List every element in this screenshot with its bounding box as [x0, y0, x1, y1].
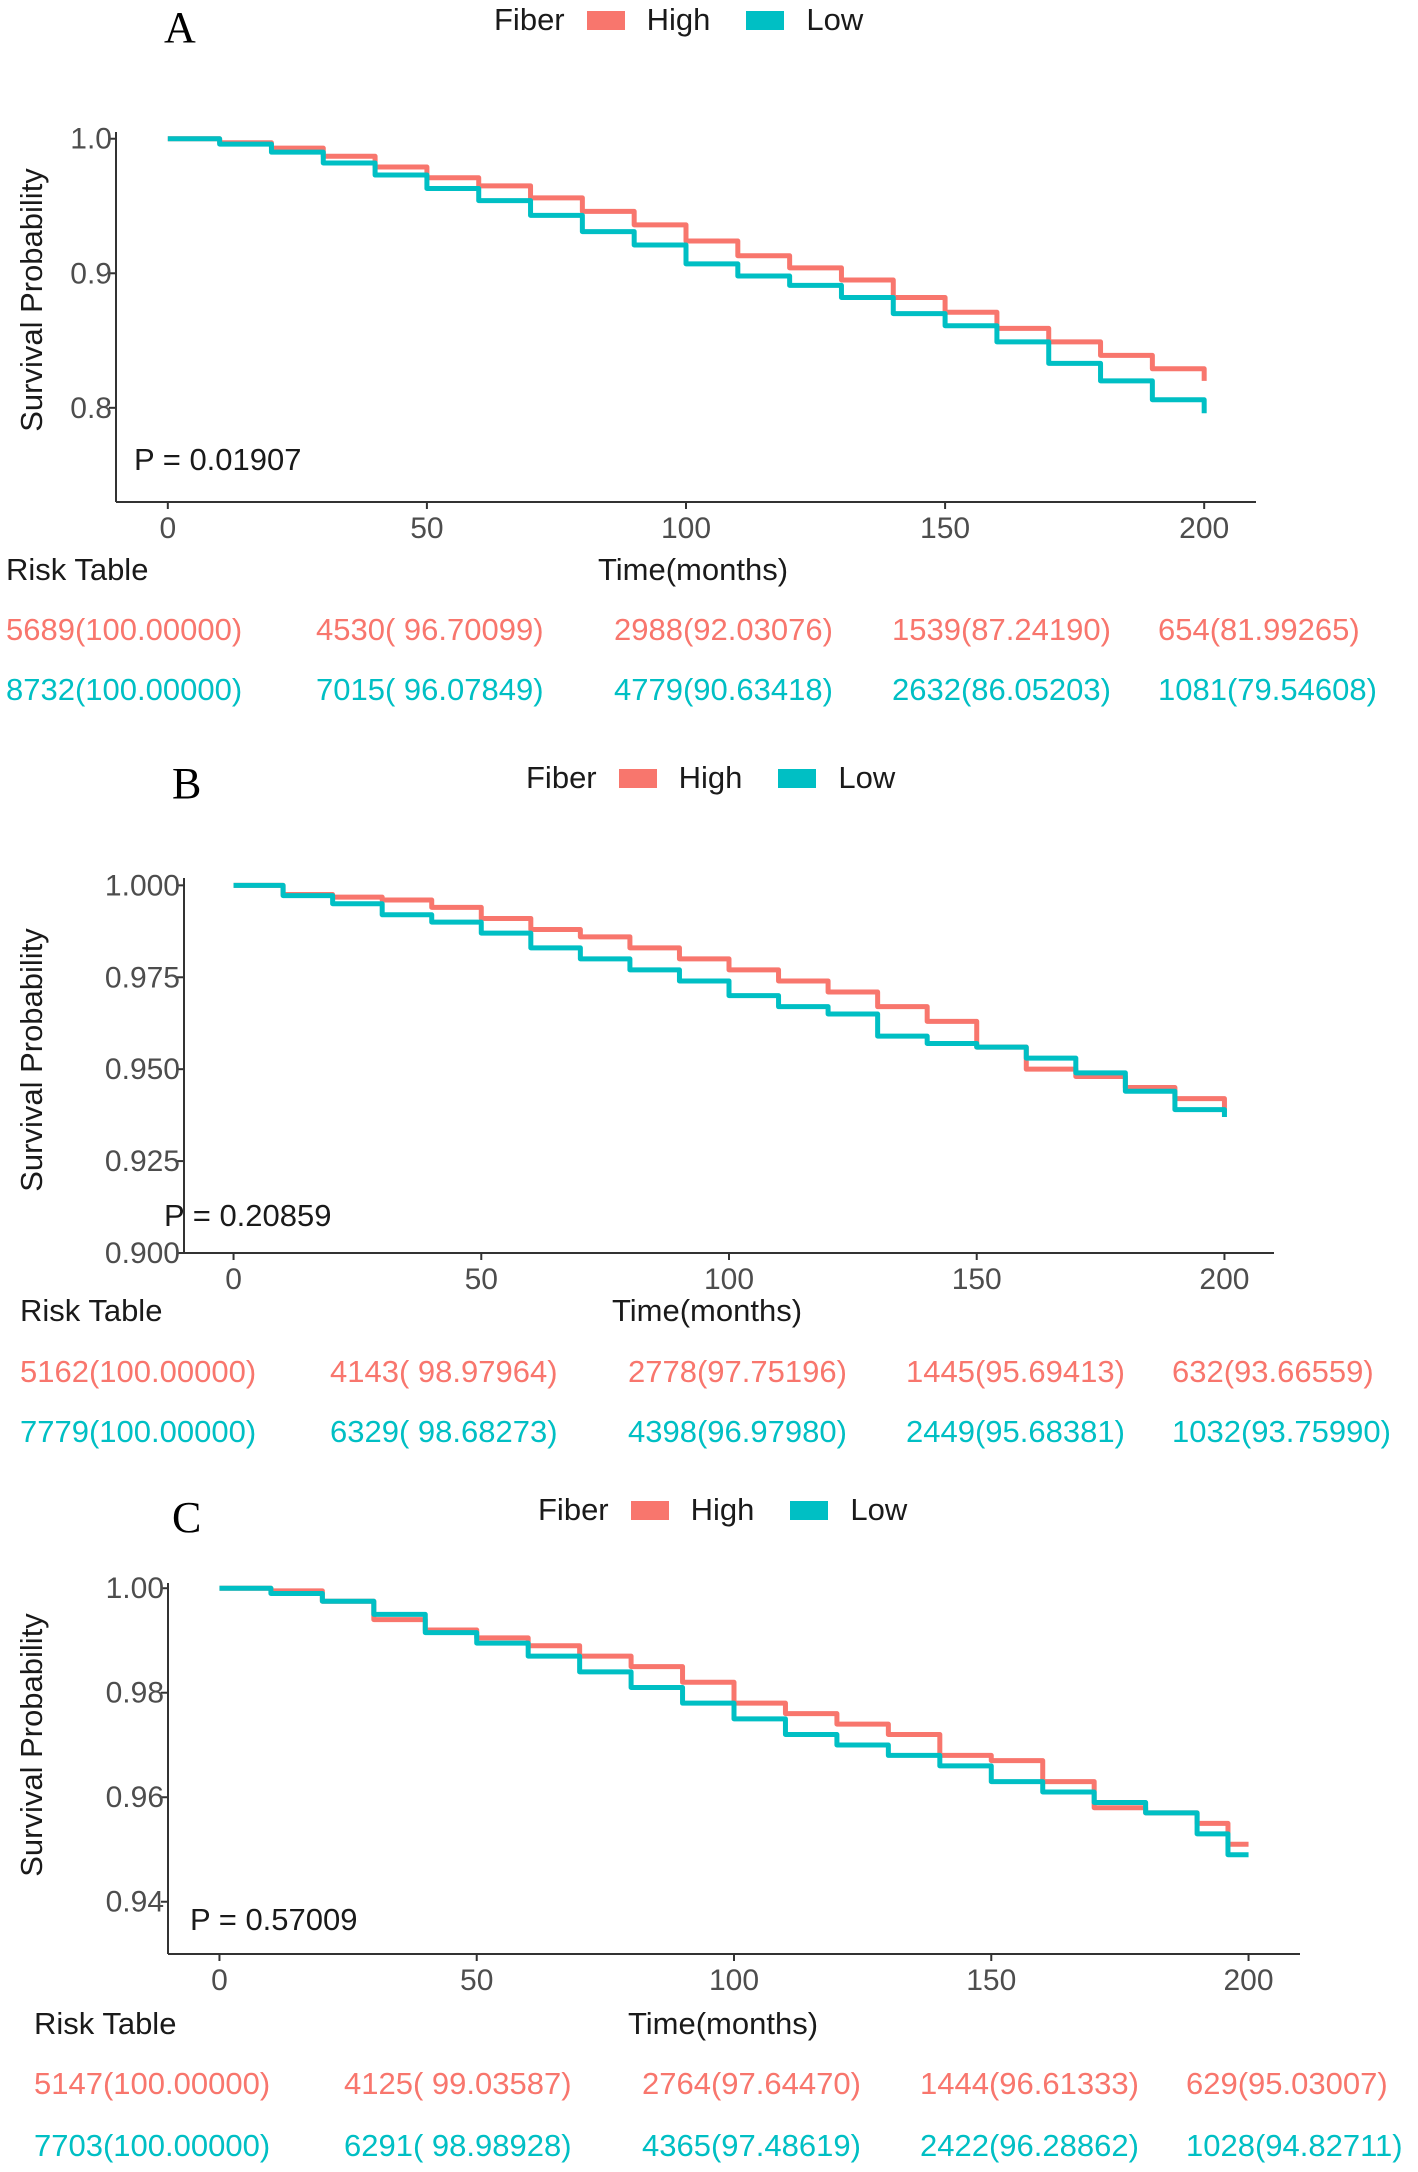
risk-cell-high: 2778(97.75196): [628, 1354, 847, 1389]
x-axis-title: Time(months): [628, 2006, 819, 2041]
y-tick-label: 0.94: [106, 1886, 164, 1919]
risk-cell-low: 7703(100.00000): [34, 2128, 271, 2163]
risk-cell-high: 2988(92.03076): [614, 612, 833, 647]
survival-curve-low: [219, 1585, 1249, 1858]
risk-cell-low: 1028(94.82711): [1186, 2128, 1403, 2163]
y-tick-label: 0.950: [105, 1053, 180, 1086]
risk-cell-low: 2632(86.05203): [892, 672, 1111, 707]
legend-key-high: [618, 768, 657, 788]
y-tick-label: 0.925: [105, 1145, 180, 1178]
x-axis-title: Time(months): [612, 1293, 803, 1328]
x-tick-label: 200: [1199, 1263, 1249, 1296]
legend-key-low: [790, 1500, 829, 1520]
legend-label-high: High: [678, 760, 743, 795]
risk-cell-high: 5162(100.00000): [20, 1354, 257, 1389]
legend-key-high: [586, 10, 625, 30]
risk-cell-low: 2422(96.28862): [920, 2128, 1139, 2163]
legend-label-high: High: [690, 1492, 755, 1527]
risk-cell-low: 4779(90.63418): [614, 672, 833, 707]
x-tick-label: 50: [465, 1263, 498, 1296]
risk-cell-high: 629(95.03007): [1186, 2066, 1388, 2101]
y-tick-label: 1.000: [105, 869, 180, 902]
risk-cell-high: 1444(96.61333): [920, 2066, 1139, 2101]
x-tick-label: 0: [159, 512, 176, 545]
legend-title: Fiber: [494, 2, 565, 37]
x-axis-title: Time(months): [598, 552, 789, 587]
legend: Fiber High Low: [526, 760, 931, 796]
risk-cell-low: 1081(79.54608): [1158, 672, 1377, 707]
x-tick-label: 150: [920, 512, 970, 545]
x-tick-label: 50: [410, 512, 443, 545]
risk-cell-low: 1032(93.75990): [1172, 1414, 1391, 1449]
panel-letter: A: [164, 3, 196, 52]
km-plot-c: 0.94 0.96 0.98 1.00 0 50 100 150 200 Survival Pro…: [14, 1572, 1300, 1997]
risk-cell-low: 7015( 96.07849): [316, 672, 544, 707]
survival-curve-low: [167, 136, 1207, 414]
x-tick-label: 150: [952, 1263, 1002, 1296]
risk-cell-high: 4143( 98.97964): [330, 1354, 558, 1389]
y-tick-label: 0.96: [106, 1781, 164, 1814]
x-tick-label: 0: [211, 1964, 228, 1997]
risk-cell-low: 4398(96.97980): [628, 1414, 847, 1449]
risk-cell-high: 2764(97.64470): [642, 2066, 861, 2101]
p-value: P = 0.01907: [134, 442, 302, 477]
panel-letter: B: [172, 759, 202, 808]
risk-cell-high: 5689(100.00000): [6, 612, 243, 647]
survival-curve-high: [167, 136, 1207, 381]
x-tick-label: 50: [460, 1964, 493, 1997]
km-plot-a: 0.8 0.9 1.0 0 50 100 150 200 Survival Probabilit…: [14, 123, 1256, 545]
legend-title: Fiber: [538, 1492, 609, 1527]
y-axis-title: Survival Probability: [14, 928, 49, 1192]
risk-table-title: Risk Table: [20, 1293, 163, 1328]
x-tick-label: 100: [704, 1263, 754, 1296]
legend-label-low: Low: [850, 1492, 908, 1527]
risk-cell-high: 4530( 96.70099): [316, 612, 544, 647]
risk-cell-high: 1445(95.69413): [906, 1354, 1125, 1389]
risk-table-title: Risk Table: [6, 552, 149, 587]
x-tick-label: 150: [966, 1964, 1016, 1997]
risk-cell-low: 7779(100.00000): [20, 1414, 257, 1449]
legend: Fiber High Low: [538, 1492, 943, 1528]
legend-label-low: Low: [806, 2, 864, 37]
y-tick-label: 1.0: [70, 123, 112, 156]
km-plot-b: 0.900 0.925 0.950 0.975 1.000 0 50 100 150 200 Sur…: [14, 869, 1274, 1296]
y-tick-label: 0.900: [105, 1237, 180, 1270]
panel-letter: C: [172, 1493, 202, 1542]
y-axis-title: Survival Probability: [14, 1613, 49, 1877]
survival-curve-low: [233, 882, 1227, 1117]
risk-cell-low: 2449(95.68381): [906, 1414, 1125, 1449]
x-tick-label: 200: [1179, 512, 1229, 545]
risk-cell-high: 1539(87.24190): [892, 612, 1111, 647]
y-axis-title: Survival Probability: [14, 168, 49, 432]
risk-cell-high: 5147(100.00000): [34, 2066, 271, 2101]
survival-curve-high: [219, 1585, 1249, 1847]
x-tick-label: 0: [225, 1263, 242, 1296]
x-tick-label: 100: [661, 512, 711, 545]
risk-cell-high: 4125( 99.03587): [344, 2066, 572, 2101]
p-value: P = 0.57009: [190, 1902, 358, 1937]
legend-key-high: [630, 1500, 669, 1520]
y-tick-label: 0.8: [70, 392, 112, 425]
legend-label-high: High: [646, 2, 711, 37]
y-tick-label: 0.975: [105, 961, 180, 994]
risk-table-title: Risk Table: [34, 2006, 177, 2041]
legend-label-low: Low: [838, 760, 896, 795]
y-tick-label: 1.00: [106, 1572, 164, 1605]
legend-key-low: [778, 768, 817, 788]
risk-cell-low: 6329( 98.68273): [330, 1414, 558, 1449]
legend-title: Fiber: [526, 760, 597, 795]
legend: Fiber High Low: [494, 2, 899, 38]
x-tick-label: 200: [1224, 1964, 1274, 1997]
x-tick-label: 100: [709, 1964, 759, 1997]
risk-cell-low: 8732(100.00000): [6, 672, 243, 707]
y-tick-label: 0.98: [106, 1677, 164, 1710]
risk-cell-low: 4365(97.48619): [642, 2128, 861, 2163]
legend-key-low: [746, 10, 785, 30]
p-value: P = 0.20859: [164, 1198, 332, 1233]
risk-cell-low: 6291( 98.98928): [344, 2128, 572, 2163]
risk-cell-high: 654(81.99265): [1158, 612, 1360, 647]
y-tick-label: 0.9: [70, 257, 112, 290]
risk-cell-high: 632(93.66559): [1172, 1354, 1374, 1389]
